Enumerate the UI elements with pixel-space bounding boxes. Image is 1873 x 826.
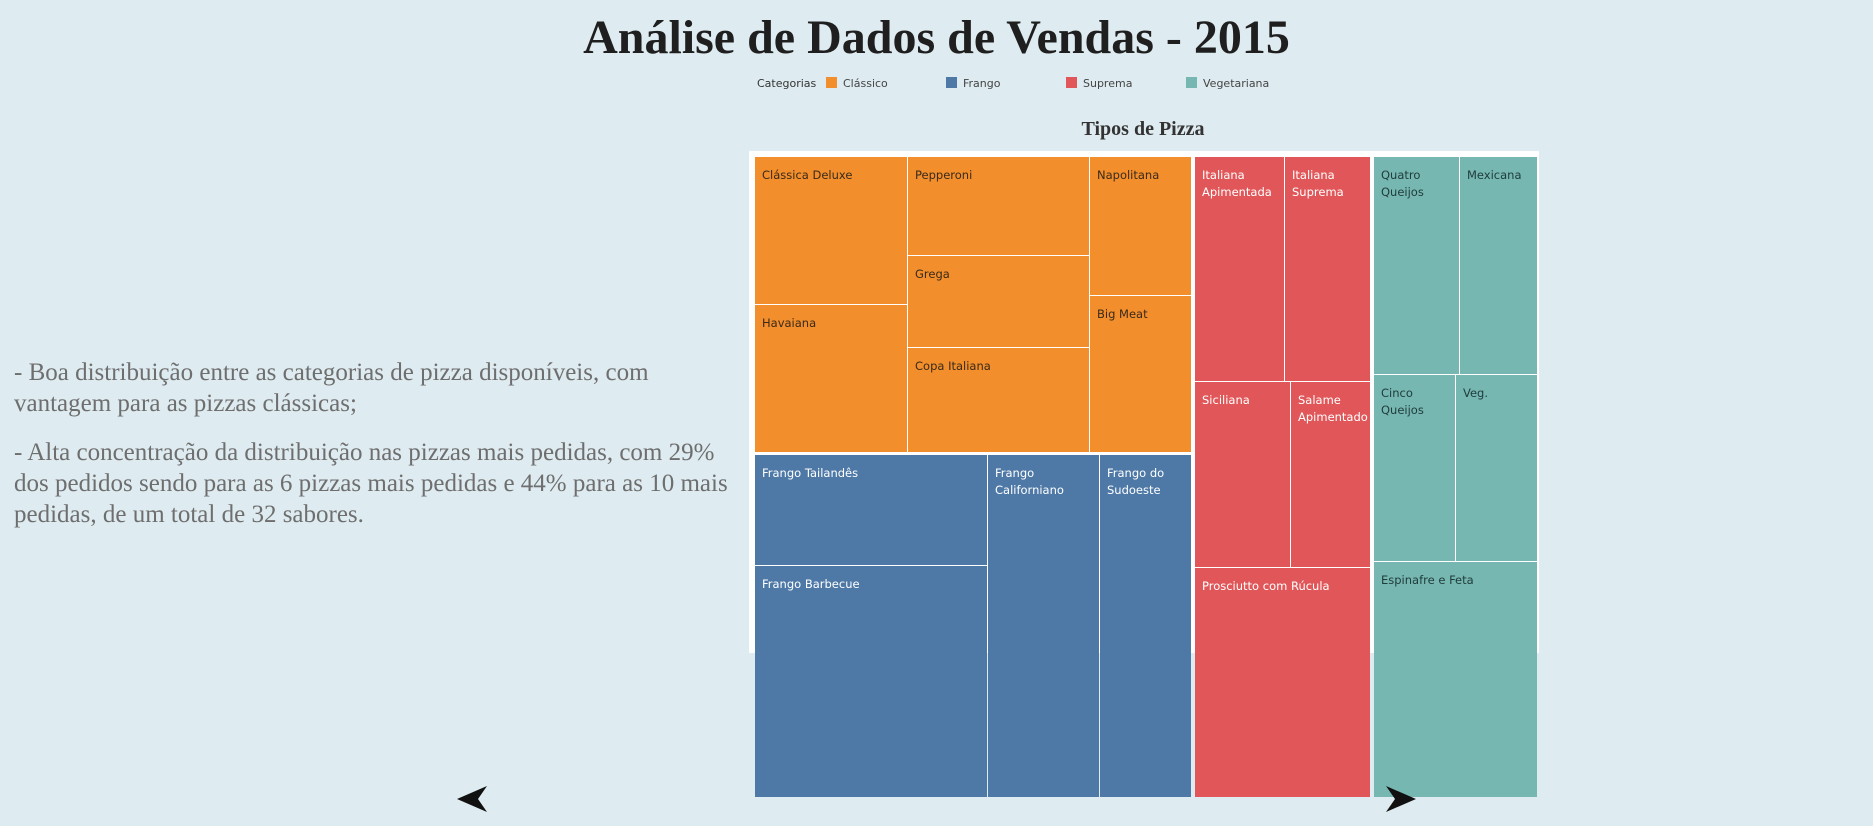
insight-1: - Boa distribuição entre as categorias d… bbox=[14, 359, 649, 417]
legend-item-4[interactable]: Vegetariana bbox=[1186, 77, 1269, 90]
treemap-tile[interactable]: Quatro Queijos bbox=[1374, 157, 1459, 374]
treemap-tile[interactable]: Veg. bbox=[1456, 375, 1537, 561]
treemap-tile[interactable]: Grega bbox=[908, 256, 1089, 347]
legend-item-2[interactable]: Frango bbox=[946, 77, 1000, 90]
legend-swatch bbox=[1066, 77, 1077, 88]
treemap-tile[interactable]: Clássica Deluxe bbox=[755, 157, 907, 304]
treemap-tile[interactable]: Pepperoni bbox=[908, 157, 1089, 255]
legend-title: Categorias bbox=[757, 77, 817, 90]
treemap-tile[interactable]: Napolitana bbox=[1090, 157, 1191, 295]
treemap-tile[interactable]: Espinafre e Feta bbox=[1374, 562, 1537, 797]
treemap-tile[interactable]: Mexicana bbox=[1460, 157, 1537, 374]
legend-label: Suprema bbox=[1083, 77, 1133, 90]
treemap-tile[interactable]: Salame Apimentado bbox=[1291, 382, 1370, 567]
legend-item-1[interactable]: Clássico bbox=[826, 77, 888, 90]
treemap-tile[interactable]: Italiana Suprema bbox=[1285, 157, 1370, 381]
legend-swatch bbox=[1186, 77, 1197, 88]
chart-title: Tipos de Pizza bbox=[1081, 118, 1205, 140]
legend-swatch bbox=[946, 77, 957, 88]
triangle-left-icon bbox=[457, 786, 487, 812]
treemap-tile[interactable]: Frango do Sudoeste bbox=[1100, 455, 1191, 797]
treemap-tile[interactable]: Italiana Apimentada bbox=[1195, 157, 1284, 381]
legend-label: Clássico bbox=[843, 77, 888, 90]
treemap-tile[interactable]: Cinco Queijos bbox=[1374, 375, 1455, 561]
legend-swatch bbox=[826, 77, 837, 88]
insights-text: - Boa distribuição entre as categorias d… bbox=[14, 357, 734, 548]
insight-2: - Alta concentração da distribuição nas … bbox=[14, 439, 728, 528]
treemap-tile[interactable]: Siciliana bbox=[1195, 382, 1290, 567]
legend-label: Frango bbox=[963, 77, 1001, 90]
treemap-tile[interactable]: Havaiana bbox=[755, 305, 907, 452]
treemap-tile[interactable]: Prosciutto com Rúcula bbox=[1195, 568, 1370, 797]
treemap-tile[interactable]: Frango Tailandês bbox=[755, 455, 987, 565]
page-title: Análise de Dados de Vendas - 2015 bbox=[583, 11, 1290, 64]
treemap-tile[interactable]: Big Meat bbox=[1090, 296, 1191, 452]
treemap-chart: Clássica Deluxe Pepperoni Napolitana Havaia… bbox=[749, 151, 1539, 797]
treemap-tile[interactable]: Frango Californiano bbox=[988, 455, 1099, 797]
legend-item-3[interactable]: Suprema bbox=[1066, 77, 1132, 90]
treemap-tile[interactable]: Frango Barbecue bbox=[755, 566, 987, 797]
next-page-button[interactable] bbox=[1384, 782, 1418, 816]
previous-page-button[interactable] bbox=[455, 782, 489, 816]
treemap-tile[interactable]: Copa Italiana bbox=[908, 348, 1089, 452]
triangle-right-icon bbox=[1386, 786, 1416, 812]
legend-label: Vegetariana bbox=[1203, 77, 1270, 90]
